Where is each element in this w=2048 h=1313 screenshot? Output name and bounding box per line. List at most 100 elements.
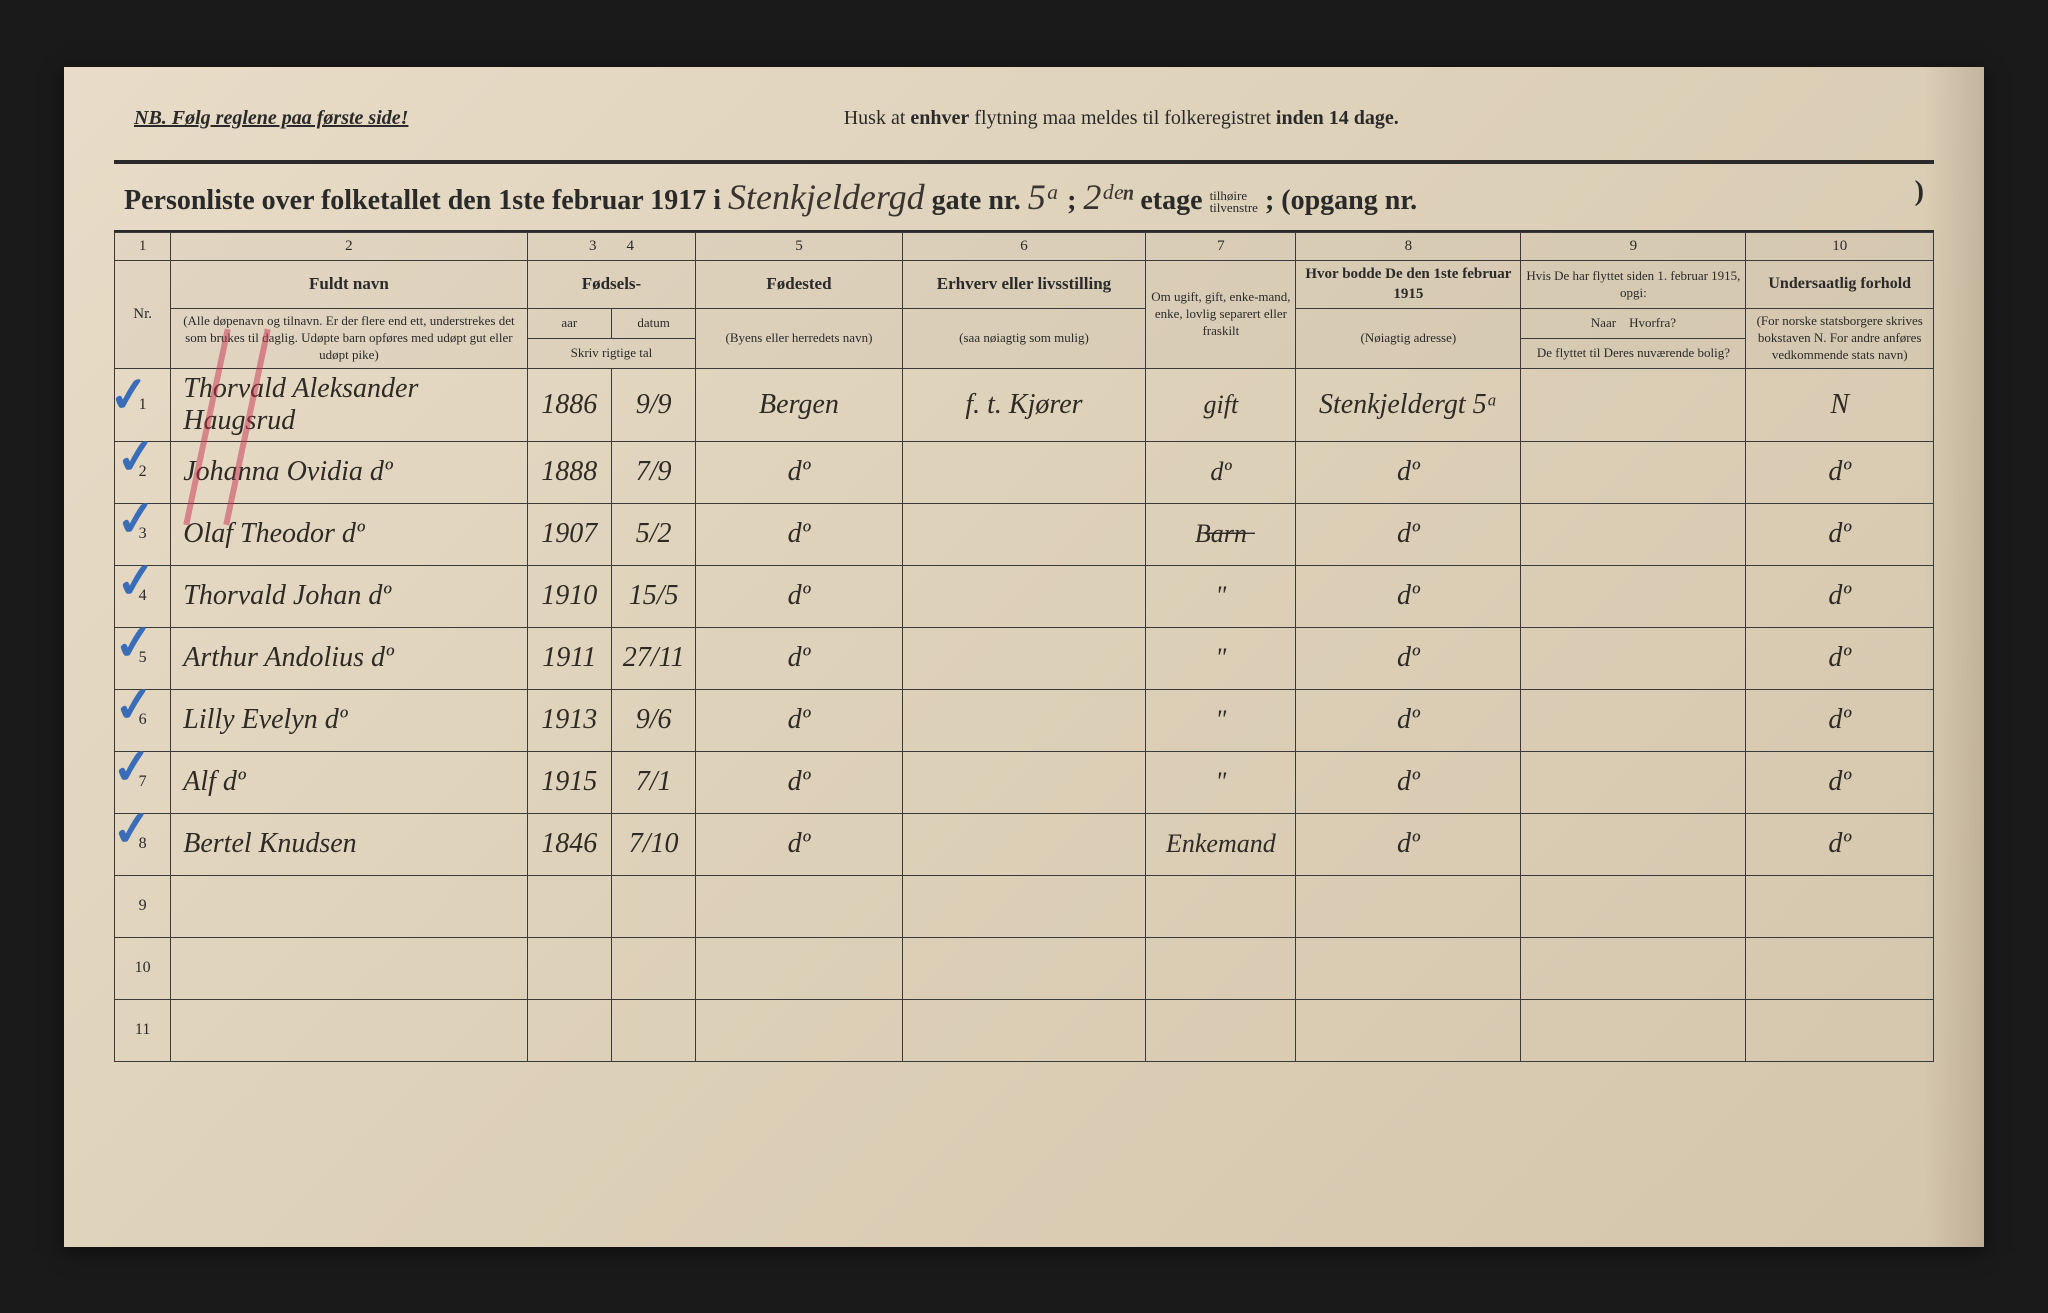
gate-nr-handwritten: 5ᵃ (1028, 177, 1060, 217)
row-name: Arthur Andolius dº (171, 627, 527, 689)
row-birthplace: dº (696, 441, 902, 503)
row-occupation: f. t. Kjører (902, 368, 1146, 441)
row-nationality: dº (1746, 565, 1934, 627)
row-address: Stenkjeldergt 5ᵃ (1296, 368, 1521, 441)
row-year: 1911 (527, 627, 611, 689)
title-prefix: Personliste over folketallet den 1ste fe… (124, 185, 728, 216)
row-nationality: dº (1746, 689, 1934, 751)
nb-center-text: Husk at enhver flytning maa meldes til f… (844, 107, 1399, 130)
row-occupation (902, 751, 1146, 813)
row-date: 27/11 (611, 627, 695, 689)
row-status: " (1146, 751, 1296, 813)
colnum-6: 6 (902, 232, 1146, 261)
row-date: 5/2 (611, 503, 695, 565)
table-row: 8Bertel Knudsen18467/10dºEnkemanddºdº (115, 813, 1934, 875)
census-table: 1 2 3 4 5 6 7 8 9 10 Nr. Fuldt navn Føds… (114, 232, 1934, 1062)
table-row: 6Lilly Evelyn dº19139/6dº"dºdº (115, 689, 1934, 751)
row-birthplace: dº (696, 813, 902, 875)
gate-label: gate nr. (932, 185, 1028, 216)
table-row: 5Arthur Andolius dº191127/11dº"dºdº (115, 627, 1934, 689)
row-nr: 10 (115, 937, 171, 999)
row-moved (1521, 503, 1746, 565)
row-moved (1521, 627, 1746, 689)
row-status: dº (1146, 441, 1296, 503)
row-name: Olaf Theodor dº (171, 503, 527, 565)
row-nationality: dº (1746, 813, 1934, 875)
table-row: 2Johanna Ovidia dº18887/9dºdºdºdº (115, 441, 1934, 503)
row-date: 9/9 (611, 368, 695, 441)
table-row-empty: 9 (115, 875, 1934, 937)
row-occupation (902, 503, 1146, 565)
table-row: 3Olaf Theodor dº19075/2dºB̶a̶r̶n̶dºdº (115, 503, 1934, 565)
row-status: B̶a̶r̶n̶ (1146, 503, 1296, 565)
row-year: 1910 (527, 565, 611, 627)
header-fuldt-navn: Fuldt navn (171, 261, 527, 309)
row-name: Bertel Knudsen (171, 813, 527, 875)
row-occupation (902, 627, 1146, 689)
header-fodested: Fødested (696, 261, 902, 309)
row-year: 1888 (527, 441, 611, 503)
header-naar-hvorfra: Naar Hvorfra? (1521, 309, 1746, 339)
checkmark-icon: ✓ (114, 427, 159, 486)
table-body: 1Thorvald Aleksander Haugsrud18869/9Berg… (115, 368, 1934, 1061)
row-name: Thorvald Johan dº (171, 565, 527, 627)
header-aar: aar (527, 309, 611, 339)
table-row: 1Thorvald Aleksander Haugsrud18869/9Berg… (115, 368, 1934, 441)
row-name: Johanna Ovidia dº (171, 441, 527, 503)
checkmark-icon: ✓ (114, 489, 159, 548)
row-address: dº (1296, 689, 1521, 751)
table-row-empty: 11 (115, 999, 1934, 1061)
colnum-1: 1 (115, 232, 171, 261)
header-skriv: Skriv rigtige tal (527, 338, 696, 368)
row-moved (1521, 441, 1746, 503)
row-date: 7/1 (611, 751, 695, 813)
checkmark-icon: ✓ (112, 613, 157, 672)
header-undersaat-sub: (For norske statsborgere skrives bokstav… (1746, 309, 1934, 369)
header-erhverv: Erhverv eller livsstilling (902, 261, 1146, 309)
nb-header-line: NB. Følg reglene paa første side! Husk a… (114, 107, 1934, 130)
header-omugift: Om ugift, gift, enke-mand, enke, lovlig … (1146, 261, 1296, 369)
row-address: dº (1296, 813, 1521, 875)
colnum-10: 10 (1746, 232, 1934, 261)
row-occupation (902, 813, 1146, 875)
row-moved (1521, 368, 1746, 441)
row-status: " (1146, 565, 1296, 627)
colnum-2: 2 (171, 232, 527, 261)
row-year: 1886 (527, 368, 611, 441)
header-hvis: Hvis De har flyttet siden 1. februar 191… (1521, 261, 1746, 309)
checkmark-icon: ✓ (107, 365, 152, 424)
table-row: 7Alf dº19157/1dº"dºdº (115, 751, 1934, 813)
row-status: " (1146, 689, 1296, 751)
colnum-9: 9 (1521, 232, 1746, 261)
row-year: 1846 (527, 813, 611, 875)
header-fodsels: Fødsels- (527, 261, 696, 309)
header-erhverv-sub: (saa nøiagtig som mulig) (902, 309, 1146, 369)
row-nationality: dº (1746, 627, 1934, 689)
table-row: 4Thorvald Johan dº191015/5dº"dºdº (115, 565, 1934, 627)
row-status: Enkemand (1146, 813, 1296, 875)
row-address: dº (1296, 627, 1521, 689)
row-date: 7/9 (611, 441, 695, 503)
row-address: dº (1296, 503, 1521, 565)
row-moved (1521, 751, 1746, 813)
row-occupation (902, 441, 1146, 503)
row-year: 1913 (527, 689, 611, 751)
row-year: 1915 (527, 751, 611, 813)
row-occupation (902, 689, 1146, 751)
table-header: 1 2 3 4 5 6 7 8 9 10 Nr. Fuldt navn Føds… (115, 232, 1934, 368)
row-status: " (1146, 627, 1296, 689)
header-de-flyttet: De flyttet til Deres nuværende bolig? (1521, 338, 1746, 368)
row-nationality: N (1746, 368, 1934, 441)
etage-small-label: tilhøire tilvenstre (1210, 190, 1258, 213)
checkmark-icon: ✓ (110, 799, 155, 858)
table-row-empty: 10 (115, 937, 1934, 999)
etage-label: etage (1140, 185, 1209, 216)
row-date: 15/5 (611, 565, 695, 627)
row-birthplace: dº (696, 627, 902, 689)
colnum-5: 5 (696, 232, 902, 261)
row-name: Thorvald Aleksander Haugsrud (171, 368, 527, 441)
row-moved (1521, 813, 1746, 875)
row-nr: 9 (115, 875, 171, 937)
header-datum: datum (611, 309, 695, 339)
row-nationality: dº (1746, 441, 1934, 503)
